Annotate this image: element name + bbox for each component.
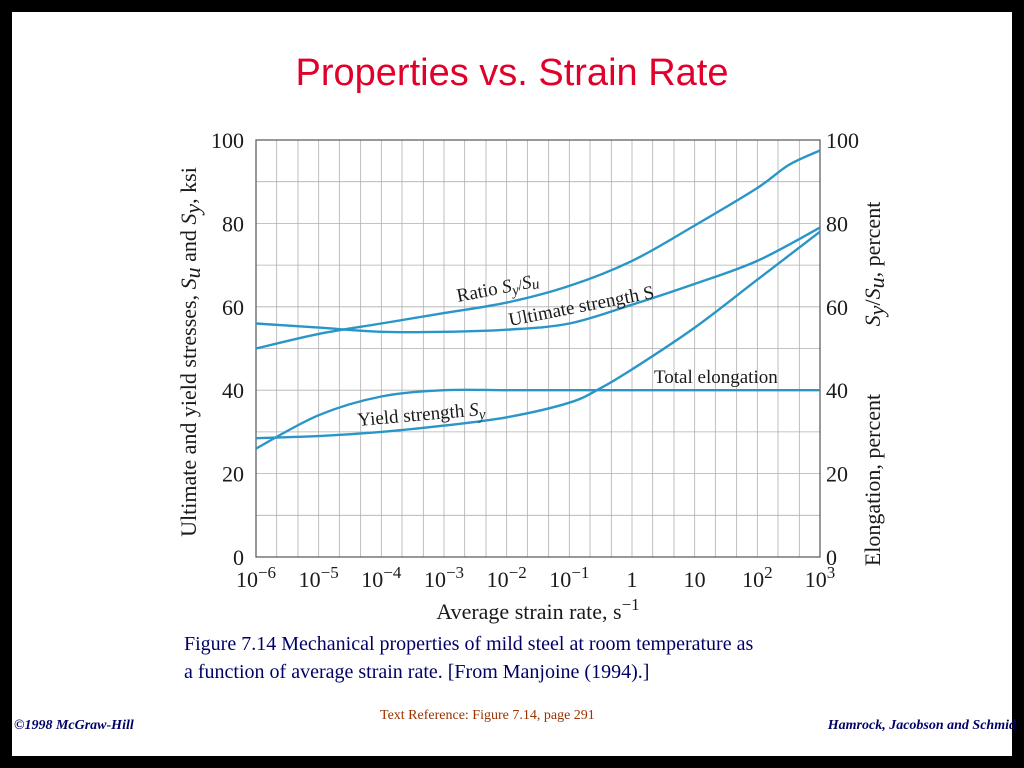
y-tick-label-left: 80 (222, 211, 244, 236)
y-tick-label-left: 60 (222, 295, 244, 320)
y-tick-label-right: 100 (826, 128, 859, 153)
y-tick-label-left: 100 (211, 128, 244, 153)
y-axis-title-right-lower: Elongation, percent (860, 394, 885, 566)
slide-content: Properties vs. Strain Rate (12, 12, 1012, 756)
series-line-ultimate (255, 226, 821, 334)
figure-caption: Figure 7.14 Mechanical properties of mil… (184, 630, 944, 686)
y-tick-label-left: 0 (233, 545, 244, 570)
x-tick-label: 10 (684, 567, 706, 592)
y-tick-labels-left: 0 20 40 60 80 100 (211, 128, 244, 570)
y-tick-label-right: 80 (826, 211, 848, 236)
x-tick-label: 10−4 (361, 563, 402, 592)
x-axis-title: Average strain rate, s−1 (436, 595, 639, 624)
label-elongation: Total elongation (654, 367, 778, 388)
x-tick-label: 103 (805, 563, 836, 592)
footer-authors: Hamrock, Jacobson and Schmid (827, 718, 1016, 733)
series-line-ratio (255, 149, 821, 350)
y-tick-label-left: 40 (222, 378, 244, 403)
x-tick-label: 10−6 (236, 563, 276, 592)
y-axis-title-right-upper: Sy/Su, percent (860, 202, 889, 327)
y-tick-label-right: 0 (826, 545, 837, 570)
x-tick-labels: 10−6 10−5 10−4 10−3 10−2 10−1 1 10 102 103 (236, 563, 835, 592)
y-tick-label-left: 20 (222, 462, 244, 487)
y-tick-labels-right: 0 20 40 60 80 100 (826, 128, 859, 570)
footer-text-reference: Text Reference: Figure 7.14, page 291 (380, 708, 595, 723)
x-tick-label: 10−1 (549, 563, 589, 592)
chart-curves (255, 149, 821, 450)
x-tick-label: 10−3 (424, 563, 464, 592)
y-tick-label-right: 60 (826, 295, 848, 320)
y-axis-title-left: Ultimate and yield stresses, Su and Sy, … (176, 167, 205, 537)
y-tick-label-right: 20 (826, 462, 848, 487)
slide-title: Properties vs. Strain Rate (295, 52, 729, 94)
y-tick-label-right: 40 (826, 378, 848, 403)
x-tick-label: 1 (627, 567, 638, 592)
x-tick-label: 10−2 (487, 563, 527, 592)
x-tick-label: 102 (742, 563, 773, 592)
series-line-elongation (255, 388, 820, 450)
x-tick-label: 10−5 (299, 563, 339, 592)
caption-line-1: Figure 7.14 Mechanical properties of mil… (184, 633, 754, 655)
axis-titles: Average strain rate, s−1 Ultimate and yie… (176, 167, 889, 624)
caption-line-2: a function of average strain rate. [From… (184, 661, 650, 683)
footer-copyright: ©1998 McGraw-Hill (14, 718, 134, 733)
series-line-yield (255, 230, 821, 440)
